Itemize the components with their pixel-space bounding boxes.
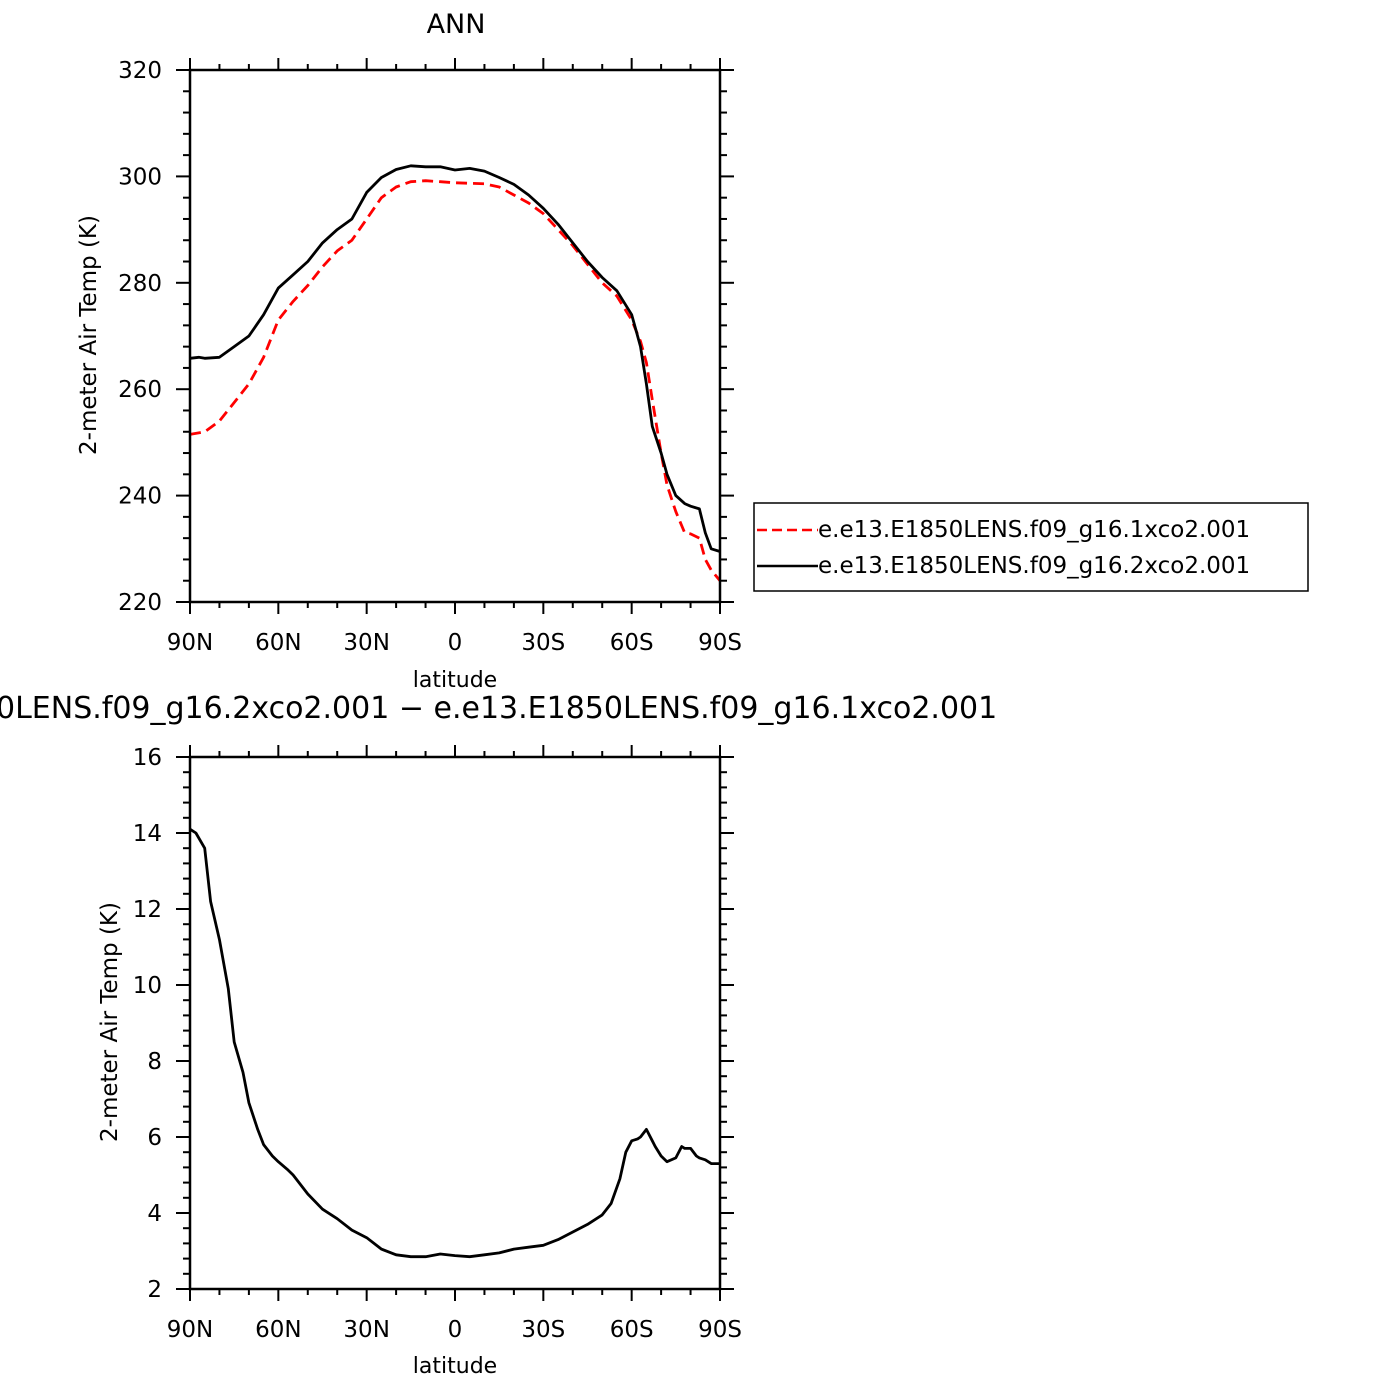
bottom-chart-title: 0LENS.f09_g16.2xco2.001 − e.e13.E1850LEN… xyxy=(0,691,997,726)
plot-frame xyxy=(188,755,722,1291)
top-chart-xlabel: latitude xyxy=(413,668,497,693)
legend-label-2xco2: e.e13.E1850LENS.f09_g16.2xco2.001 xyxy=(818,553,1250,579)
x-tick-label: 0 xyxy=(448,630,463,656)
series-line-difference xyxy=(189,828,720,1259)
x-tick-label: 30S xyxy=(521,630,565,656)
series-line-1xco2 xyxy=(189,179,722,582)
y-tick-label: 240 xyxy=(118,484,162,510)
y-tick-label: 12 xyxy=(133,897,162,923)
y-tick-label: 6 xyxy=(147,1125,162,1151)
y-tick-label: 10 xyxy=(133,973,162,999)
top-chart-plot-area xyxy=(189,164,722,582)
bottom-chart-xlabel: latitude xyxy=(413,1354,497,1379)
x-tick-label: 60N xyxy=(255,630,301,656)
y-tick-label: 300 xyxy=(118,164,162,190)
y-tick-label: 4 xyxy=(147,1201,162,1227)
top-chart-title: ANN xyxy=(427,9,486,40)
x-tick-label: 90N xyxy=(167,1317,213,1343)
plot-frame xyxy=(188,68,722,604)
x-tick-label: 60N xyxy=(255,1317,301,1343)
y-tick-label: 2 xyxy=(147,1277,162,1303)
x-tick-label: 0 xyxy=(448,1317,463,1343)
x-tick-label: 90N xyxy=(167,630,213,656)
top-chart-ylabel: 2-meter Air Temp (K) xyxy=(76,215,102,455)
x-tick-label: 30N xyxy=(343,630,389,656)
bottom-chart-axes: 90N 60N 30N 0 30S 60S 90S 2 4 6 8 10 12 14 16 xyxy=(133,745,742,1343)
legend-label-1xco2: e.e13.E1850LENS.f09_g16.1xco2.001 xyxy=(818,517,1250,543)
top-chart-axes: 90N 60N 30N 0 30S 60S 90S 220 240 260 280 300 320 xyxy=(118,58,742,656)
legend-box xyxy=(753,502,1309,592)
bottom-chart-ylabel: 2-meter Air Temp (K) xyxy=(97,902,123,1142)
y-tick-label: 280 xyxy=(118,271,162,297)
top-chart-legend: e.e13.E1850LENS.f09_g16.1xco2.001 e.e13.… xyxy=(753,502,1309,592)
y-tick-label: 260 xyxy=(118,377,162,403)
bottom-chart-panel: 0LENS.f09_g16.2xco2.001 − e.e13.E1850LEN… xyxy=(0,691,997,1379)
top-chart-panel: ANN 90N 60N 30N 0 30S 60S 90S 220 240 260 280 300 32… xyxy=(76,9,1309,693)
x-tick-label: 30N xyxy=(343,1317,389,1343)
y-tick-label: 16 xyxy=(133,745,162,771)
x-tick-label: 30S xyxy=(521,1317,565,1343)
y-tick-label: 320 xyxy=(118,58,162,84)
bottom-chart-plot-area xyxy=(189,828,720,1259)
x-tick-label: 60S xyxy=(610,630,654,656)
x-tick-label: 90S xyxy=(698,630,742,656)
series-line-2xco2 xyxy=(189,164,721,553)
y-tick-label: 8 xyxy=(147,1049,162,1075)
x-tick-label: 90S xyxy=(698,1317,742,1343)
x-tick-label: 60S xyxy=(610,1317,654,1343)
y-tick-label: 220 xyxy=(118,590,162,616)
y-tick-label: 14 xyxy=(133,821,162,847)
